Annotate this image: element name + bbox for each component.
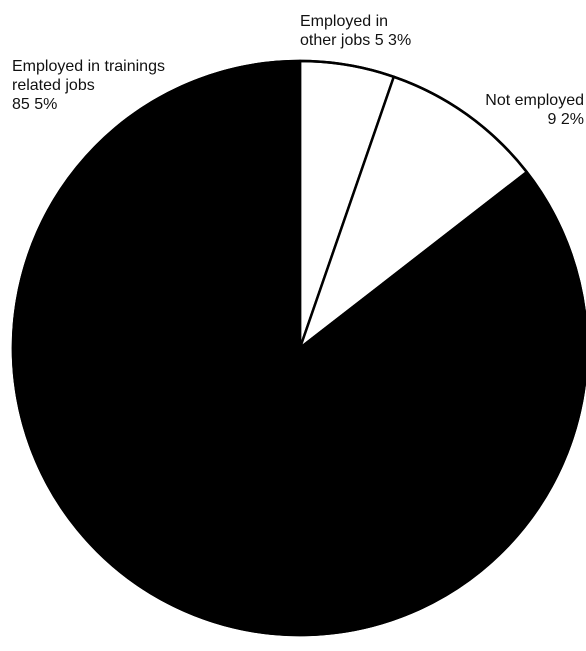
slice-label-line: Employed in trainings [12,58,165,75]
slice-label-line: other jobs 5 3% [300,32,412,49]
pie-slices [11,59,586,637]
slice-label-line: Employed in [300,13,389,30]
slice-label-line: 85 5% [12,96,58,113]
slice-label-not-employed: Not employed 9 2% [466,91,584,129]
slice-label-line: 9 2% [547,111,584,128]
pie-outline [11,59,586,637]
slice-label-line: related jobs [12,77,95,94]
slice-label-training-related: Employed in trainings related jobs 85 5% [12,57,165,114]
slice-label-other-jobs: Employed in other jobs 5 3% [300,12,411,50]
slice-label-line: Not employed [485,92,584,109]
